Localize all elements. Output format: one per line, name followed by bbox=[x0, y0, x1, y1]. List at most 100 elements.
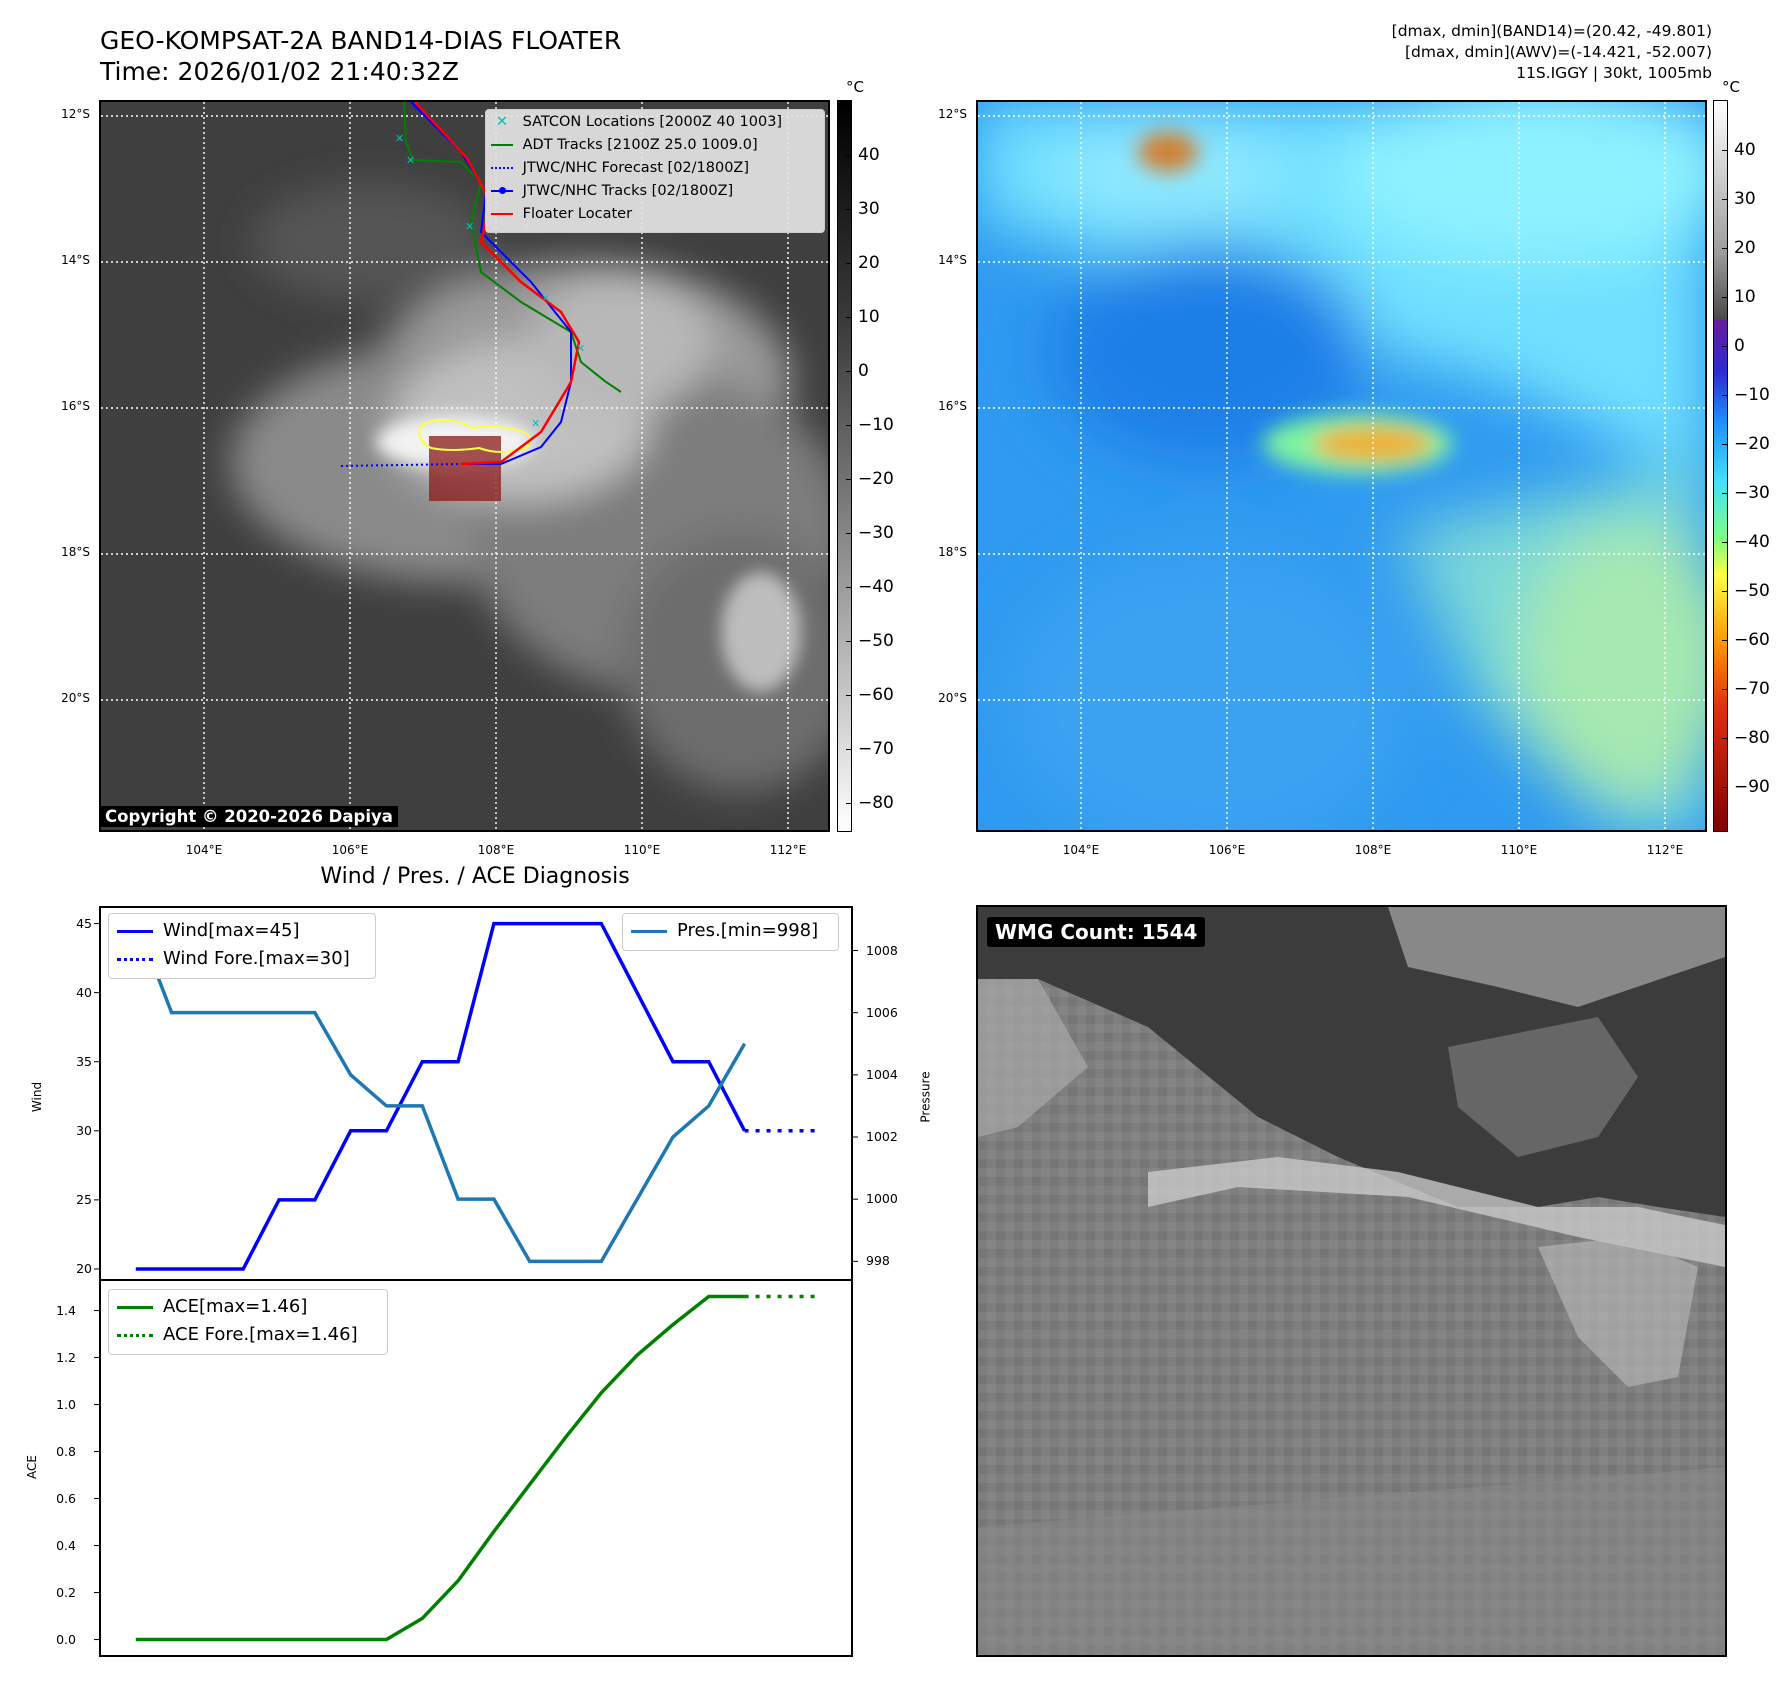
wv-tick-4: 0 bbox=[1722, 336, 1745, 356]
wind-tick: 45 bbox=[76, 915, 92, 931]
legend-jtwc-forecast: JTWC/NHC Forecast [02/1800Z] bbox=[486, 160, 749, 176]
wv-lon-112e: 112°E bbox=[1646, 843, 1684, 857]
ace-axis-label: ACE bbox=[24, 1455, 39, 1479]
pressure-line-icon bbox=[631, 929, 667, 933]
adt-track bbox=[403, 102, 622, 393]
satcon-x-icon: ✕ bbox=[495, 114, 509, 130]
legend-jtwc-tracks-label: JTWC/NHC Tracks [02/1800Z] bbox=[522, 183, 734, 199]
wv-lon-108e: 108°E bbox=[1354, 843, 1392, 857]
ir-tick-0: 40 bbox=[846, 145, 880, 165]
legend-wind-fore-label: Wind Fore.[max=30] bbox=[163, 948, 350, 969]
ir-tick-5: −10 bbox=[846, 415, 894, 435]
ir-lon-112e: 112°E bbox=[769, 843, 807, 857]
ir-lat-16s: 16°S bbox=[61, 399, 90, 413]
wind-fore-line-icon bbox=[117, 957, 153, 961]
svg-text:✕: ✕ bbox=[395, 132, 404, 145]
ir-tick-1: 30 bbox=[846, 199, 880, 219]
legend-jtwc-forecast-label: JTWC/NHC Forecast [02/1800Z] bbox=[522, 160, 750, 176]
water-vapor-map bbox=[976, 100, 1707, 832]
wind-tick: 40 bbox=[76, 984, 92, 1000]
ace-fore-line-icon bbox=[117, 1333, 153, 1337]
wind-axis-label: Wind bbox=[30, 1081, 45, 1113]
wv-colorbar bbox=[1713, 100, 1728, 832]
wv-tick-8: −40 bbox=[1722, 532, 1770, 552]
pressure-tick: 1006 bbox=[866, 1004, 898, 1020]
ace-tick: 0.8 bbox=[56, 1443, 76, 1459]
wind-legend: Wind[max=45] Wind Fore.[max=30] bbox=[108, 913, 376, 979]
wv-tick-12: −80 bbox=[1722, 728, 1770, 748]
ace-tick: 1.0 bbox=[56, 1396, 76, 1412]
wv-tick-5: −10 bbox=[1722, 385, 1770, 405]
ir-lat-18s: 18°S bbox=[61, 545, 90, 559]
pressure-tick: 1000 bbox=[866, 1191, 898, 1207]
legend-jtwc-tracks: JTWC/NHC Tracks [02/1800Z] bbox=[486, 183, 733, 199]
wv-tick-7: −30 bbox=[1722, 483, 1770, 503]
forecast-line-icon bbox=[491, 167, 513, 169]
copyright-label: Copyright © 2020-2026 Dapiya bbox=[100, 806, 398, 827]
legend-wind: Wind[max=45] bbox=[117, 920, 300, 941]
chart-title: GEO-KOMPSAT-2A BAND14-DIAS FLOATER bbox=[100, 26, 622, 55]
wv-tick-9: −50 bbox=[1722, 581, 1770, 601]
track-legend: ✕ SATCON Locations [2000Z 40 1003] ADT T… bbox=[485, 109, 825, 233]
wv-lon-104e: 104°E bbox=[1062, 843, 1100, 857]
jtwc-track-line-icon bbox=[491, 187, 513, 194]
legend-satcon: ✕ SATCON Locations [2000Z 40 1003] bbox=[486, 114, 782, 130]
svg-text:✕: ✕ bbox=[576, 342, 585, 355]
ir-tick-10: −60 bbox=[846, 685, 894, 705]
ir-colorbar bbox=[837, 100, 852, 832]
ace-tick: 0.4 bbox=[56, 1537, 76, 1553]
legend-adt-label: ADT Tracks [2100Z 25.0 1009.0] bbox=[522, 137, 758, 153]
wind-line-icon bbox=[117, 929, 153, 933]
ir-cloud-field bbox=[231, 182, 828, 792]
legend-floater: Floater Locater bbox=[486, 206, 632, 222]
ir-colorbar-unit: °C bbox=[846, 78, 864, 96]
pressure-axis-label: Pressure bbox=[918, 1071, 933, 1123]
adt-line-icon bbox=[491, 144, 513, 146]
ir-lat-20s: 20°S bbox=[61, 691, 90, 705]
ir-lat-14s: 14°S bbox=[61, 253, 90, 267]
ace-tick: 0.6 bbox=[56, 1490, 76, 1506]
floater-box bbox=[429, 436, 501, 501]
legend-ace: ACE[max=1.46] bbox=[117, 1296, 307, 1317]
ir-tick-4: 0 bbox=[846, 361, 869, 381]
wv-convective-core bbox=[1138, 132, 1453, 474]
ir-lon-104e: 104°E bbox=[185, 843, 223, 857]
svg-text:✕: ✕ bbox=[531, 417, 540, 430]
wv-tick-3: 10 bbox=[1722, 287, 1756, 307]
wv-tick-6: −20 bbox=[1722, 434, 1770, 454]
jtwc-forecast bbox=[340, 463, 462, 467]
svg-text:✕: ✕ bbox=[465, 220, 474, 233]
wind-tick: 35 bbox=[76, 1053, 92, 1069]
pressure-tick: 1008 bbox=[866, 942, 898, 958]
cold-cloud-contour bbox=[418, 418, 532, 453]
ir-lon-106e: 106°E bbox=[331, 843, 369, 857]
wv-colorbar-unit: °C bbox=[1722, 78, 1740, 96]
storm-info: 11S.IGGY | 30kt, 1005mb bbox=[1516, 64, 1712, 82]
chart-time: Time: 2026/01/02 21:40:32Z bbox=[100, 57, 459, 86]
legend-ace-label: ACE[max=1.46] bbox=[163, 1296, 308, 1317]
ace-tick: 0.0 bbox=[56, 1631, 76, 1647]
ir-tick-2: 20 bbox=[846, 253, 880, 273]
legend-ace-fore: ACE Fore.[max=1.46] bbox=[117, 1324, 358, 1345]
ace-tick: 0.2 bbox=[56, 1584, 76, 1600]
wv-lon-110e: 110°E bbox=[1500, 843, 1538, 857]
ir-tick-12: −80 bbox=[846, 793, 894, 813]
legend-ace-fore-label: ACE Fore.[max=1.46] bbox=[163, 1324, 358, 1345]
ace-tick: 1.2 bbox=[56, 1349, 76, 1365]
wv-tick-0: 40 bbox=[1722, 140, 1756, 160]
floater-locater-track bbox=[414, 102, 581, 466]
pressure-tick: 1004 bbox=[866, 1066, 898, 1082]
dmax-awv: [dmax, dmin](AWV)=(-14.421, -52.007) bbox=[1405, 43, 1712, 61]
wv-tick-10: −60 bbox=[1722, 630, 1770, 650]
wv-moisture-field bbox=[978, 102, 1705, 830]
pressure-tick: 998 bbox=[866, 1253, 890, 1269]
wv-tick-1: 30 bbox=[1722, 189, 1756, 209]
ace-tick: 1.4 bbox=[56, 1302, 76, 1318]
wv-tick-2: 20 bbox=[1722, 238, 1756, 258]
ir-tick-7: −30 bbox=[846, 523, 894, 543]
wind-tick: 30 bbox=[76, 1122, 92, 1138]
legend-wind-label: Wind[max=45] bbox=[163, 920, 300, 941]
dmax-band14: [dmax, dmin](BAND14)=(20.42, -49.801) bbox=[1391, 22, 1712, 40]
legend-pres: Pres.[min=998] bbox=[631, 920, 818, 941]
svg-text:✕: ✕ bbox=[541, 292, 550, 305]
